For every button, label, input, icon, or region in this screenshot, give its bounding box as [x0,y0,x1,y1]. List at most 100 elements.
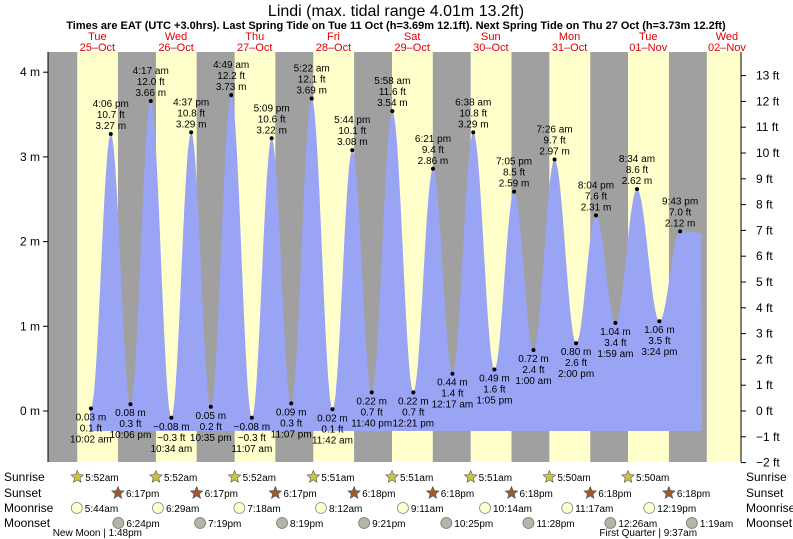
sunrise-icon [306,469,321,483]
low-tide-time-label: 1:59 am [597,349,633,360]
high-tide-metres-label: 2.12 m [665,218,696,229]
low-tide-time-label: 1:00 am [515,376,551,387]
sunrise-time: 5:52am [164,473,197,484]
right-tick-label: 6 ft [756,249,773,263]
high-tide-metres-label: 3.29 m [176,119,207,130]
moonset-time: 1:19am [700,519,733,530]
low-tide-metres-label: 1.06 m [644,325,675,336]
high-tide-time-label: 6:38 am [455,97,491,108]
sunset-time: 6:18pm [598,489,631,500]
sunset-icon [425,485,440,499]
high-tide-point [552,157,557,162]
high-tide-metres-label: 2.86 m [418,156,449,167]
left-tick-label: 3 m [20,150,40,164]
low-tide-time-label: 12:21 pm [392,418,434,429]
low-tide-feet-label: 1.6 ft [483,384,505,395]
sunrise-icon [542,469,557,483]
high-tide-time-label: 8:04 pm [578,180,614,191]
high-tide-point [269,136,274,141]
moonrise-icon [397,502,409,514]
day-of-week-label: Sun [481,31,501,43]
sunset-time: 6:18pm [677,489,710,500]
right-tick-label: 7 ft [756,223,773,237]
right-tick-label: 3 ft [756,327,773,341]
high-tide-time-label: 9:43 pm [662,196,698,207]
low-tide-time-label: 1:05 pm [476,395,512,406]
day-date-label: 25–Oct [80,42,115,54]
high-tide-feet-label: 8.6 ft [626,165,648,176]
day-date-label: 26–Oct [158,42,193,54]
moonrise-time: 12:19pm [657,504,696,515]
low-tide-feet-label: 0.7 ft [402,407,424,418]
high-tide-feet-label: 10.8 ft [459,108,487,119]
sunset-time: 6:18pm [362,489,395,500]
day-date-label: 01–Nov [629,42,667,54]
low-tide-point [369,390,374,395]
high-tide-time-label: 5:58 am [374,76,410,87]
low-tide-metres-label: 0.44 m [437,378,468,389]
low-tide-feet-label: 3.5 ft [648,336,670,347]
high-tide-feet-label: 9.4 ft [422,145,444,156]
day-labels: Tue25–OctWed26–OctThu27–OctFri28–OctSat2… [80,31,747,54]
day-date-label: 31–Oct [552,42,587,54]
row-label-right: Sunset [746,486,784,500]
sunset-icon [504,485,519,499]
moonrise-time: 7:18am [247,504,280,515]
low-tide-point [411,390,416,395]
low-tide-feet-label: 1.4 ft [441,389,463,400]
tide-curve-area [90,95,702,431]
right-tick-label: −1 ft [756,430,780,444]
high-tide-time-label: 7:26 am [537,124,573,135]
low-tide-feet-label: 0.3 ft [119,419,141,430]
high-tide-time-label: 5:09 pm [254,103,290,114]
low-tide-point [450,371,455,376]
sunset-icon [111,485,125,499]
left-tick-label: 1 m [20,319,40,333]
moonset-time: 7:19pm [208,519,241,530]
high-tide-point [309,96,314,101]
low-tide-metres-label: 0.72 m [518,354,549,365]
low-tide-metres-label: 0.08 m [115,408,146,419]
sunrise-time: 5:51am [479,473,512,484]
moonset-time: 9:21pm [372,519,405,530]
row-label-right: Moonset [746,516,793,530]
low-tide-feet-label: 0.1 ft [80,423,102,434]
low-tide-feet-label: −0.3 ft [238,433,266,444]
high-tide-feet-label: 8.5 ft [503,168,525,179]
high-tide-metres-label: 2.97 m [539,146,570,157]
row-label-right: Sunrise [746,470,787,484]
moonrise-time: 6:29am [166,504,199,515]
moonrise-time: 9:11am [411,504,444,515]
sunrise-time: 5:50am [636,473,669,484]
sunrise-icon [621,469,635,483]
row-label-left: Sunset [4,486,42,500]
low-tide-point [289,401,294,406]
moonrise-time: 10:14am [493,504,532,515]
low-tide-point [169,415,174,420]
sunset-time: 6:17pm [283,489,316,500]
low-tide-metres-label: 0.22 m [356,396,387,407]
row-label-left: Sunrise [4,470,45,484]
high-tide-point [189,130,194,135]
right-tick-label: 0 ft [756,404,773,418]
high-tide-time-label: 5:22 am [294,63,330,74]
low-tide-metres-label: 0.03 m [76,412,107,423]
low-tide-point [574,341,579,346]
high-tide-point [390,109,395,114]
right-tick-label: 13 ft [756,69,780,83]
right-tick-label: 10 ft [756,146,780,160]
moonrise-icon [233,502,246,514]
chart-title: Lindi (max. tidal range 4.01m 13.2ft) [268,3,524,20]
moonrise-icon [152,502,164,514]
sunset-icon [268,485,283,499]
high-tide-metres-label: 3.73 m [216,82,247,93]
low-tide-point [128,402,133,407]
low-tide-point [613,320,618,325]
low-tide-feet-label: 3.4 ft [604,338,626,349]
low-tide-time-label: 10:35 pm [190,433,232,444]
right-tick-label: 5 ft [756,275,773,289]
moonset-icon [358,517,371,529]
low-tide-feet-label: 2.4 ft [522,365,544,376]
day-of-week-label: Wed [165,31,187,43]
moonset-icon [604,517,617,529]
